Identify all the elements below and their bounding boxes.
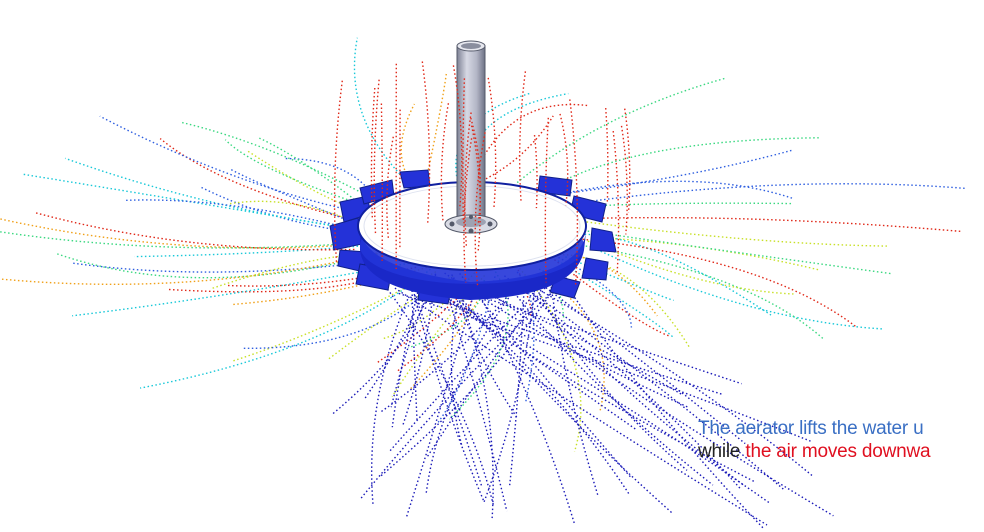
- air-streamline: [474, 132, 486, 287]
- air-streamline: [487, 77, 497, 210]
- streamline: [21, 173, 365, 232]
- air-streamline: [452, 65, 463, 210]
- streamline-down: [331, 287, 433, 416]
- streamline: [227, 266, 417, 287]
- streamline: [232, 266, 428, 306]
- air-streamline: [421, 61, 431, 224]
- streamline-down: [472, 281, 575, 524]
- air-streamline: [470, 125, 481, 252]
- streamline: [228, 167, 347, 221]
- streamline: [562, 254, 658, 317]
- streamline-down: [435, 297, 724, 396]
- streamline: [474, 103, 589, 174]
- air-streamline: [605, 108, 609, 203]
- streamline-down: [556, 270, 764, 529]
- streamline-down: [398, 292, 812, 442]
- streamline: [516, 265, 533, 316]
- streamline-down: [490, 292, 834, 517]
- air-streamline: [463, 138, 473, 283]
- streamline-down: [446, 289, 630, 495]
- air-streamline: [373, 79, 380, 234]
- caption-line-2-prefix: while: [698, 441, 746, 462]
- streamline-down: [363, 284, 428, 400]
- streamline: [139, 268, 431, 389]
- streamline: [436, 276, 496, 424]
- air-streamline: [624, 108, 631, 213]
- streamline-down: [394, 287, 768, 526]
- streamline-down: [508, 276, 526, 488]
- streamline-down: [516, 281, 786, 491]
- streamline: [568, 180, 793, 199]
- streamline: [159, 138, 360, 222]
- streamline: [549, 202, 793, 210]
- streamline-down: [514, 292, 714, 486]
- streamline: [64, 157, 373, 232]
- streamline-down: [469, 285, 683, 396]
- air-streamline: [440, 103, 450, 223]
- streamline-down: [447, 281, 673, 514]
- streamline: [516, 77, 726, 184]
- streamline: [34, 211, 355, 251]
- streamline-down: [410, 274, 418, 422]
- streamline: [353, 37, 421, 195]
- air-streamline: [470, 117, 482, 225]
- streamline: [557, 260, 675, 339]
- streamline-down: [542, 284, 746, 445]
- air-streamline: [620, 125, 628, 235]
- streamline-down: [531, 292, 745, 486]
- vertical-pipe-icon: [444, 40, 498, 234]
- streamline: [573, 243, 826, 341]
- streamline: [56, 252, 375, 279]
- streamline: [408, 283, 486, 391]
- flow-streamlines-front: [333, 61, 631, 287]
- air-streamline: [518, 71, 527, 203]
- streamline: [579, 229, 891, 275]
- streamline-down: [426, 274, 556, 458]
- streamline: [259, 137, 368, 210]
- streamline-down: [414, 294, 483, 488]
- streamline-down: [403, 269, 742, 385]
- streamline-down: [402, 274, 437, 426]
- streamline-down: [518, 277, 815, 478]
- streamline-down: [405, 288, 476, 519]
- streamline: [0, 249, 389, 285]
- streamline-down: [444, 272, 688, 408]
- streamline-down: [538, 292, 688, 471]
- streamline: [565, 256, 674, 301]
- air-streamline: [559, 113, 569, 206]
- streamline-down: [405, 272, 770, 504]
- streamline-down: [550, 286, 599, 497]
- caption-line-1-text: The aerator lifts the water u: [698, 418, 924, 439]
- streamline-down: [389, 299, 531, 452]
- streamline-down: [412, 290, 485, 502]
- streamline: [516, 271, 535, 403]
- streamline: [465, 92, 569, 182]
- flow-streamlines-back: [0, 37, 966, 529]
- streamline: [568, 183, 966, 205]
- air-streamline: [333, 80, 343, 263]
- streamline-down: [379, 279, 495, 507]
- streamline: [593, 247, 883, 330]
- streamline-down: [371, 298, 409, 506]
- streamline-down: [444, 287, 508, 512]
- air-streamline: [569, 99, 579, 286]
- streamline: [582, 220, 889, 247]
- air-streamline: [386, 136, 394, 240]
- air-streamline: [370, 87, 376, 218]
- streamline: [0, 231, 365, 249]
- streamline: [134, 245, 359, 258]
- streamline: [382, 272, 476, 340]
- streamline: [554, 149, 792, 196]
- air-streamline: [533, 135, 538, 209]
- caption-line-2-highlight: the air moves downwa: [745, 441, 931, 462]
- caption-line-2: while the air moves downwa: [698, 440, 984, 464]
- streamline-down: [450, 288, 463, 448]
- streamline: [241, 284, 434, 350]
- streamline: [224, 139, 371, 209]
- caption-line-1: The aerator lifts the water u: [698, 417, 984, 441]
